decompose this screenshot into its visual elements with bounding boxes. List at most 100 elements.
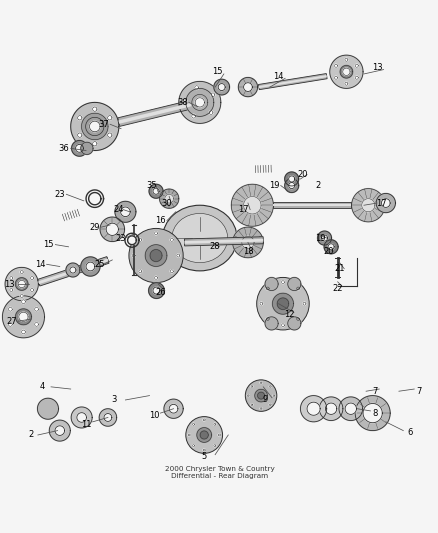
Polygon shape: [269, 385, 270, 387]
Text: 29: 29: [89, 223, 100, 232]
Text: 38: 38: [177, 98, 187, 107]
Text: 26: 26: [155, 288, 166, 297]
Text: 6: 6: [406, 429, 412, 437]
Polygon shape: [265, 277, 278, 290]
Text: 9: 9: [262, 395, 268, 405]
Text: 28: 28: [209, 243, 220, 251]
Polygon shape: [19, 312, 28, 321]
Text: 2: 2: [314, 181, 320, 190]
Polygon shape: [334, 64, 337, 67]
Polygon shape: [273, 202, 350, 208]
Polygon shape: [37, 398, 58, 419]
Polygon shape: [194, 86, 198, 90]
Text: 36: 36: [59, 144, 69, 153]
Text: 25: 25: [94, 260, 104, 269]
Polygon shape: [163, 399, 183, 418]
Text: 23: 23: [54, 190, 65, 199]
Polygon shape: [132, 254, 135, 257]
Polygon shape: [269, 404, 270, 406]
Text: 10: 10: [148, 411, 159, 420]
Polygon shape: [258, 74, 326, 90]
Polygon shape: [300, 395, 326, 422]
Polygon shape: [296, 318, 299, 320]
Polygon shape: [272, 293, 293, 314]
Polygon shape: [195, 98, 204, 107]
Polygon shape: [78, 133, 82, 138]
Text: 19: 19: [268, 181, 279, 190]
Polygon shape: [107, 133, 112, 138]
Polygon shape: [99, 409, 117, 426]
Polygon shape: [3, 296, 44, 338]
Text: 30: 30: [161, 199, 172, 207]
Polygon shape: [266, 318, 268, 320]
Text: 20: 20: [323, 247, 333, 256]
Ellipse shape: [172, 213, 227, 263]
Polygon shape: [251, 385, 252, 387]
Polygon shape: [127, 236, 136, 245]
Polygon shape: [281, 281, 284, 284]
Polygon shape: [21, 330, 25, 334]
Text: 37: 37: [98, 120, 109, 129]
Polygon shape: [243, 197, 261, 214]
Text: 20: 20: [297, 170, 307, 179]
Polygon shape: [191, 94, 207, 110]
Text: 2000 Chrysler Town & Country
Differential - Rear Diagram: 2000 Chrysler Town & Country Differentia…: [164, 466, 274, 479]
Polygon shape: [231, 184, 273, 226]
Polygon shape: [71, 141, 87, 156]
Polygon shape: [71, 102, 119, 150]
Polygon shape: [321, 235, 327, 241]
Polygon shape: [8, 308, 12, 311]
Polygon shape: [306, 402, 319, 415]
Polygon shape: [185, 88, 213, 116]
Polygon shape: [354, 395, 389, 431]
Text: 15: 15: [43, 240, 54, 249]
Polygon shape: [104, 414, 112, 422]
Text: 7: 7: [415, 387, 420, 395]
Polygon shape: [281, 324, 284, 327]
Ellipse shape: [245, 380, 276, 411]
Polygon shape: [273, 204, 350, 206]
Polygon shape: [145, 245, 166, 266]
Polygon shape: [184, 237, 263, 246]
Polygon shape: [354, 64, 357, 67]
Polygon shape: [86, 262, 95, 271]
Polygon shape: [20, 294, 23, 297]
Polygon shape: [8, 322, 12, 326]
Polygon shape: [329, 55, 362, 88]
Polygon shape: [342, 68, 349, 76]
Ellipse shape: [162, 205, 237, 271]
Polygon shape: [272, 395, 274, 397]
Polygon shape: [5, 268, 38, 301]
Text: 14: 14: [273, 71, 283, 80]
Polygon shape: [85, 117, 104, 135]
Polygon shape: [170, 270, 173, 273]
Polygon shape: [191, 114, 195, 118]
Polygon shape: [251, 404, 252, 406]
Text: 14: 14: [35, 260, 45, 269]
Polygon shape: [39, 259, 108, 284]
Polygon shape: [106, 223, 118, 236]
Polygon shape: [159, 189, 178, 208]
Polygon shape: [200, 431, 208, 439]
Polygon shape: [81, 257, 100, 276]
Text: 8: 8: [371, 409, 377, 417]
Polygon shape: [35, 308, 39, 311]
Polygon shape: [338, 397, 362, 421]
Polygon shape: [247, 395, 248, 397]
Polygon shape: [232, 227, 263, 258]
Polygon shape: [213, 79, 229, 95]
Polygon shape: [265, 317, 278, 330]
Polygon shape: [325, 403, 336, 415]
Polygon shape: [213, 445, 215, 447]
Polygon shape: [92, 142, 97, 146]
Polygon shape: [192, 445, 194, 447]
Polygon shape: [169, 405, 177, 413]
Polygon shape: [287, 317, 300, 330]
Polygon shape: [257, 392, 264, 399]
Polygon shape: [208, 111, 212, 115]
Polygon shape: [196, 427, 211, 442]
Text: 17: 17: [238, 205, 248, 214]
Polygon shape: [88, 192, 101, 205]
Polygon shape: [241, 236, 254, 248]
Polygon shape: [18, 280, 25, 288]
